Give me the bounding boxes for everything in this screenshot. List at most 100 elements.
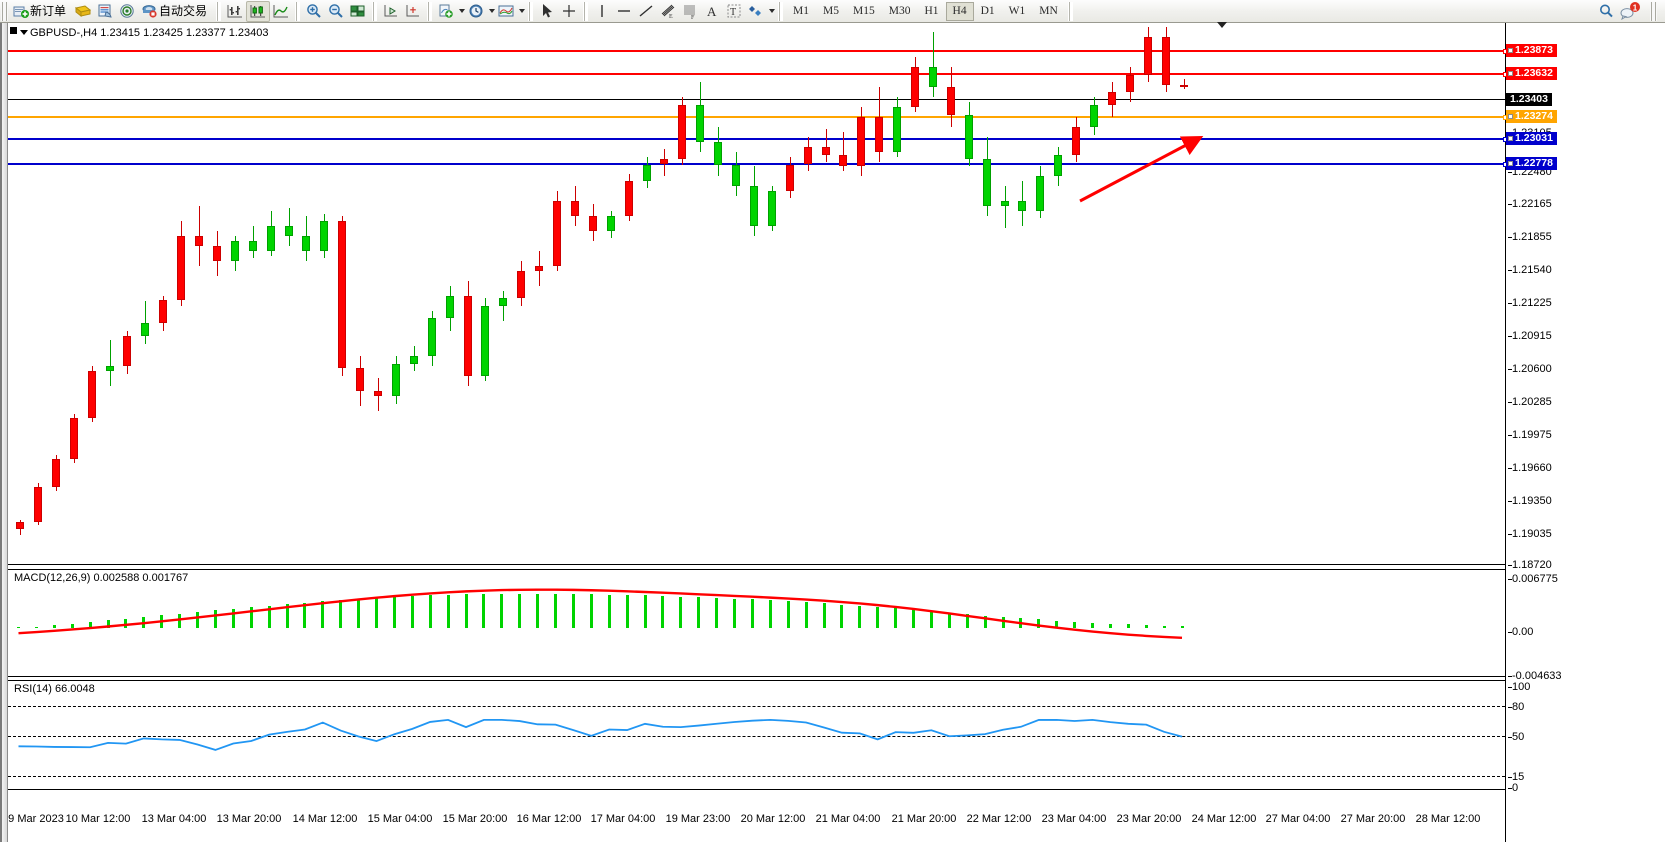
templates-dropdown-arrow[interactable] (519, 9, 526, 13)
macd-histogram-bar (607, 594, 611, 628)
shapes-button[interactable] (745, 1, 767, 22)
candle-body (374, 390, 382, 396)
price-tag-value-5: 1.23031 (1515, 132, 1553, 144)
market-watch-button[interactable] (94, 1, 116, 22)
auto-scroll-button[interactable] (402, 1, 424, 22)
macd-series (8, 570, 1505, 675)
time-axis-label: 14 Mar 12:00 (292, 813, 358, 825)
pane-separator-macd-rsi[interactable] (8, 676, 1505, 677)
add-indicator-dropdown-arrow[interactable] (459, 9, 466, 13)
period-dropdown-arrow[interactable] (489, 9, 496, 13)
pane-separator-price-macd[interactable] (8, 564, 1505, 565)
timeframe-m15[interactable]: M15 (853, 4, 875, 17)
alert-badge-count: 1 (1633, 4, 1638, 13)
macd-histogram-bar (1001, 616, 1005, 628)
candle-body (678, 104, 687, 159)
horizontal-line-button[interactable] (613, 1, 635, 22)
timeframe-m1[interactable]: M1 (793, 4, 810, 17)
macd-histogram-bar (679, 596, 683, 628)
navigator-button[interactable] (116, 1, 138, 22)
candlestick-chart-icon (250, 5, 266, 18)
auto-trading-button[interactable]: 自动交易 (138, 1, 213, 22)
time-axis[interactable]: 9 Mar 2023 10 Mar 12:00 13 Mar 04:00 13 Mar… (8, 813, 1505, 842)
chart-title-caret-icon[interactable] (20, 30, 28, 35)
toolbar-separator-4 (427, 1, 433, 21)
candle-body (1143, 37, 1152, 75)
price-tag-1-22778[interactable]: 1.22778 (1506, 157, 1557, 170)
candle-body (732, 164, 740, 187)
price-tick-2: 1.22480 (1508, 166, 1552, 178)
new-order-button[interactable]: 新订单 (11, 1, 72, 22)
chart-left-scrollbar[interactable] (2, 23, 8, 842)
candle-body (624, 181, 633, 217)
pane-separator-macd-top (8, 569, 1505, 570)
profiles-button[interactable] (72, 1, 94, 22)
timeframe-d1[interactable]: D1 (980, 4, 995, 17)
candle-body (606, 216, 615, 232)
templates-button[interactable] (495, 1, 517, 22)
fibonacci-button[interactable]: F (679, 1, 701, 22)
rsi-level-50 (8, 736, 1505, 737)
timeframe-h1[interactable]: H1 (924, 4, 939, 17)
macd-histogram-bar (876, 607, 880, 628)
uptrend-arrow-annotation[interactable] (1068, 133, 1213, 213)
equidistant-channel-icon: E (661, 4, 675, 19)
macd-histogram-bar (1055, 620, 1059, 628)
price-tag-1-23031[interactable]: 1.23031 (1506, 132, 1557, 145)
add-indicator-button[interactable] (435, 1, 457, 22)
candle-body (893, 106, 902, 152)
chart-window[interactable]: 1.23735 1.23105 1.22480 1.22165 1.21855 … (0, 22, 1665, 842)
chart-shift-button[interactable] (380, 1, 402, 22)
cursor-button[interactable] (536, 1, 558, 22)
svg-text:A: A (707, 4, 717, 19)
crosshair-button[interactable] (558, 1, 580, 22)
rsi-level-80 (8, 706, 1505, 707)
shapes-dropdown-arrow[interactable] (769, 9, 776, 13)
alert-button[interactable]: 1 (1617, 1, 1643, 22)
chart-title: GBPUSD-,H4 1.23415 1.23425 1.23377 1.234… (30, 27, 269, 39)
price-tick-6: 1.21225 (1508, 297, 1552, 309)
timeframe-m5[interactable]: M5 (823, 4, 839, 17)
templates-icon (498, 5, 514, 17)
chart-title-marker (10, 27, 17, 34)
toolbar-separator-8 (1067, 1, 1073, 21)
candle-body (159, 299, 168, 323)
candle-body (409, 355, 418, 364)
macd-histogram-bar (375, 597, 378, 628)
candle-body (767, 191, 776, 227)
trendline-button[interactable] (635, 1, 657, 22)
period-button[interactable] (465, 1, 487, 22)
vertical-line-button[interactable] (591, 1, 613, 22)
candle-body (749, 186, 758, 227)
price-tag-1-23632[interactable]: 1.23632 (1506, 67, 1557, 80)
candle-body (177, 236, 186, 300)
tile-windows-button[interactable] (347, 1, 369, 22)
text-label-button[interactable]: T (723, 1, 745, 22)
bar-chart-button[interactable] (224, 1, 246, 22)
search-button[interactable] (1595, 1, 1617, 22)
time-axis-label: 28 Mar 12:00 (1415, 813, 1481, 825)
price-pane[interactable]: GBPUSD-,H4 1.23415 1.23425 1.23377 1.234… (8, 22, 1508, 842)
toolbar-grip-right[interactable] (1649, 1, 1657, 21)
price-axis[interactable]: 1.23735 1.23105 1.22480 1.22165 1.21855 … (1505, 23, 1665, 842)
candle-body (445, 295, 454, 318)
price-tag-value-2: 1.23632 (1515, 67, 1553, 79)
candlestick-chart-button[interactable] (246, 0, 271, 22)
equidistant-channel-button[interactable]: E (657, 1, 679, 22)
macd-tick-2: -0.004633 (1508, 670, 1562, 682)
timeframe-h4[interactable]: H4 (945, 1, 974, 21)
timeframe-w1[interactable]: W1 (1008, 4, 1026, 17)
price-tag-1-23873[interactable]: 1.23873 (1506, 44, 1557, 57)
candlestick-series (8, 23, 1505, 563)
zoom-out-button[interactable] (325, 1, 347, 22)
price-tag-1-23274[interactable]: 1.23274 (1506, 110, 1557, 123)
text-button[interactable]: A (701, 1, 723, 22)
candle-body (1036, 176, 1045, 212)
toolbar-grip[interactable] (1, 1, 8, 21)
time-axis-label: 15 Mar 20:00 (442, 813, 508, 825)
macd-histogram-bar (894, 608, 898, 628)
timeframe-mn[interactable]: MN (1039, 4, 1058, 17)
zoom-in-button[interactable] (303, 1, 325, 22)
line-chart-button[interactable] (270, 1, 292, 22)
timeframe-m30[interactable]: M30 (888, 4, 911, 17)
